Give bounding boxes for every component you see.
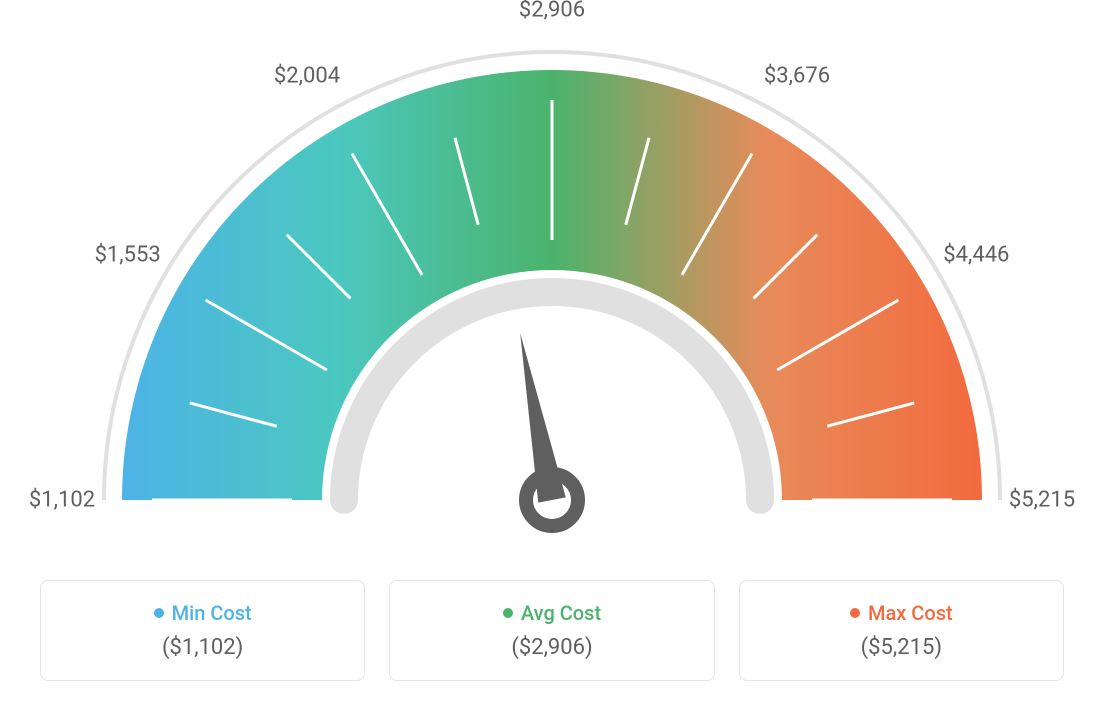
legend-value-min: ($1,102) (162, 635, 243, 660)
gauge-tick-label: $1,553 (95, 243, 161, 268)
gauge-tick-label: $4,446 (943, 243, 1009, 268)
gauge-tick-label: $3,676 (764, 63, 830, 88)
legend-dot-avg (503, 608, 513, 618)
legend-dot-min (154, 608, 164, 618)
legend-title-max: Max Cost (850, 601, 953, 625)
legend-card-max: Max Cost ($5,215) (739, 580, 1064, 681)
legend-card-min: Min Cost ($1,102) (40, 580, 365, 681)
legend-value-max: ($5,215) (861, 635, 942, 660)
gauge-tick-label: $1,102 (29, 488, 95, 513)
legend-title-text-max: Max Cost (868, 601, 953, 625)
legend-dot-max (850, 608, 860, 618)
gauge-svg (40, 40, 1064, 560)
legend-value-avg: ($2,906) (511, 635, 592, 660)
gauge-tick-label: $5,215 (1009, 488, 1075, 513)
gauge-tick-label: $2,906 (519, 0, 585, 23)
legend-title-avg: Avg Cost (503, 601, 601, 625)
legend-title-text-min: Min Cost (172, 601, 252, 625)
legend-row: Min Cost ($1,102) Avg Cost ($2,906) Max … (40, 580, 1064, 681)
legend-title-text-avg: Avg Cost (521, 601, 601, 625)
legend-title-min: Min Cost (154, 601, 252, 625)
gauge-chart: $1,102$1,553$2,004$2,906$3,676$4,446$5,2… (40, 40, 1064, 520)
gauge-tick-label: $2,004 (274, 63, 340, 88)
legend-card-avg: Avg Cost ($2,906) (389, 580, 714, 681)
